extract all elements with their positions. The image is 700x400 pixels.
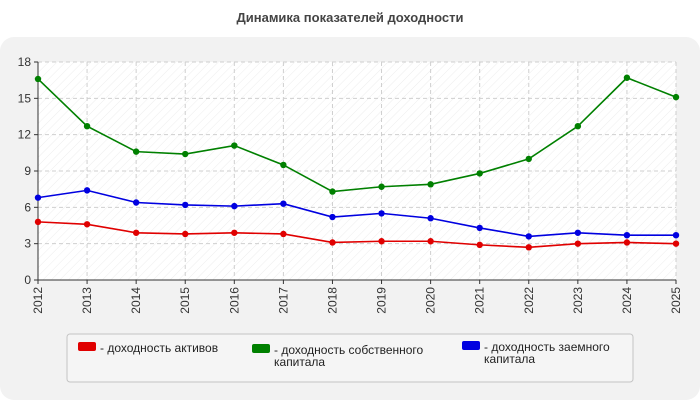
data-point [329, 239, 336, 246]
legend-swatch [252, 344, 270, 353]
x-tick-label: 2018 [325, 287, 339, 314]
y-tick-label: 3 [24, 237, 31, 251]
data-point [476, 224, 483, 232]
y-tick-label: 18 [18, 55, 32, 69]
data-point [132, 199, 140, 206]
legend-item: - доходность активов [78, 341, 218, 355]
x-tick-label: 2022 [522, 287, 536, 314]
data-point [378, 210, 385, 217]
data-point [623, 231, 631, 239]
data-point [329, 213, 336, 221]
axes: 0 3 6 9 12 15 18 2012 2013 2014 2015 2016 2017 2018 20… [18, 55, 683, 314]
x-tick-label: 2014 [129, 287, 143, 314]
x-tick-label: 2025 [669, 287, 683, 314]
data-point [476, 241, 483, 249]
data-point [623, 74, 631, 81]
data-point [182, 230, 189, 238]
data-point [427, 238, 434, 245]
x-tick-label: 2021 [473, 287, 487, 314]
y-tick-label: 6 [24, 200, 31, 214]
data-point [34, 218, 42, 226]
data-point [574, 229, 582, 236]
data-point [132, 148, 140, 155]
data-point [525, 155, 532, 163]
legend-label: капитала [484, 352, 535, 366]
x-tick-label: 2023 [571, 287, 585, 314]
legend-label: - доходность активов [100, 341, 218, 355]
data-point [132, 229, 140, 236]
data-point [378, 183, 385, 190]
data-point [427, 215, 434, 222]
legend-label: капитала [274, 355, 325, 369]
data-point [231, 229, 238, 236]
data-point [182, 201, 189, 209]
data-point [378, 238, 385, 245]
data-point [280, 200, 287, 207]
data-point [231, 202, 238, 210]
data-point [34, 194, 42, 201]
legend-label: - доходность собственного [274, 343, 424, 357]
x-tick-label: 2016 [227, 287, 241, 314]
x-tick-label: 2012 [31, 287, 45, 314]
data-point [329, 188, 336, 195]
x-tick-label: 2017 [276, 287, 290, 314]
series-group [34, 74, 680, 251]
series-line-0 [37, 221, 677, 249]
legend-swatch [462, 341, 480, 350]
series-line-1 [37, 76, 677, 193]
data-point [182, 150, 189, 158]
data-point [525, 244, 532, 251]
chart-title: Динамика показателей доходности [236, 10, 464, 25]
data-point [672, 231, 680, 239]
x-tick-label: 2024 [620, 287, 634, 314]
y-tick-label: 12 [18, 128, 32, 142]
data-point [476, 170, 483, 177]
legend-swatch [78, 342, 96, 351]
legend-label: - доходность заемного [484, 340, 610, 354]
x-tick-label: 2019 [375, 287, 389, 314]
data-point [83, 122, 91, 130]
data-point [231, 142, 238, 149]
data-point [574, 122, 582, 130]
x-tick-label: 2020 [424, 287, 438, 314]
data-point [672, 240, 680, 247]
y-tick-label: 15 [18, 91, 32, 105]
data-point [83, 221, 91, 228]
data-point [34, 75, 42, 83]
data-point [672, 93, 680, 101]
x-tick-label: 2013 [80, 287, 94, 314]
series-line-2 [37, 189, 676, 238]
legend: - доходность активов - доходность собстве… [66, 333, 634, 383]
x-tick-label: 2015 [178, 287, 192, 314]
data-point [427, 181, 434, 188]
data-point [623, 239, 631, 246]
y-tick-label: 9 [24, 164, 31, 178]
data-point [280, 230, 287, 238]
data-point [280, 161, 287, 169]
y-tick-label: 0 [24, 273, 31, 287]
data-point [83, 187, 91, 194]
data-point [525, 233, 532, 240]
data-point [574, 240, 582, 247]
legend-box [66, 333, 634, 383]
